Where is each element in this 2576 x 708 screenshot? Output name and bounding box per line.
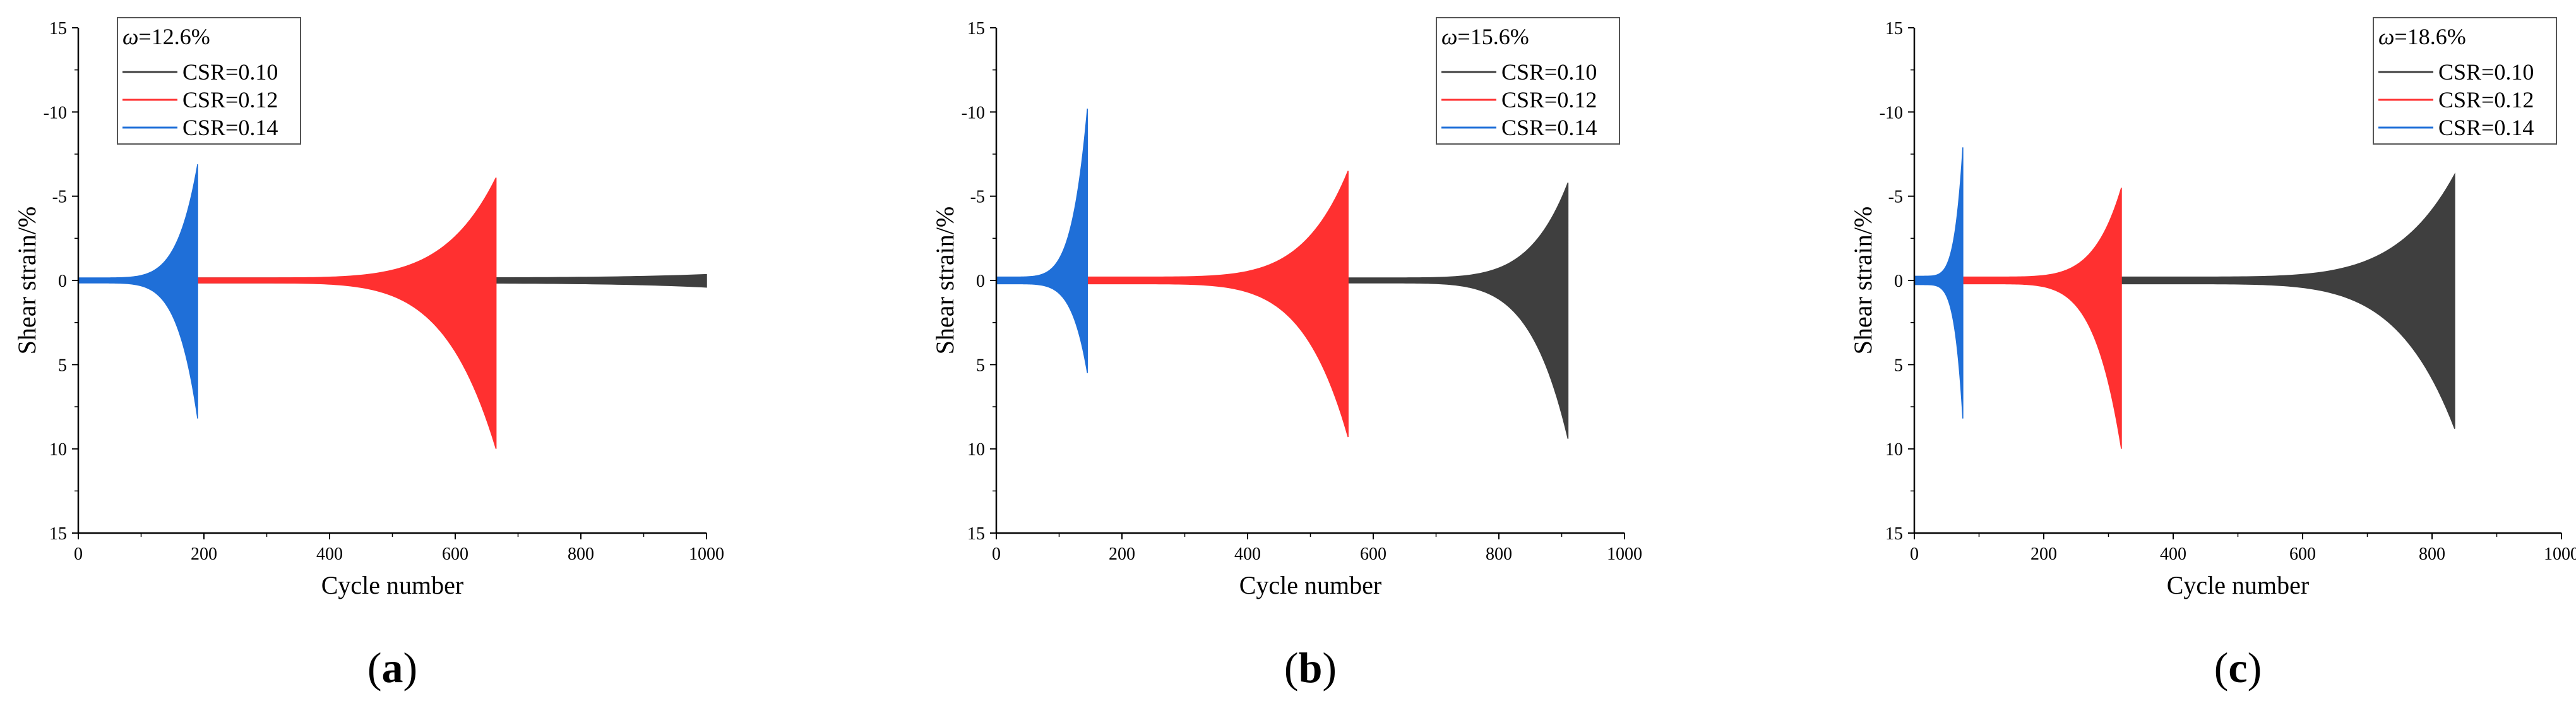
y-tick-label: -10 [1880,103,1903,123]
y-tick-label: 0 [58,272,67,291]
y-tick-label: -5 [1888,188,1903,207]
y-tick-label: 0 [1894,272,1903,291]
panel-label: (c) [2214,644,2262,692]
omega-annotation: ω=12.6% [122,24,210,49]
y-axis-title: Shear strain/% [13,207,41,354]
x-tick-label: 0 [1910,544,1919,564]
x-tick-label: 1000 [2544,544,2576,564]
legend-label: CSR=0.12 [1501,87,1597,112]
y-tick-label: 15 [1885,524,1903,544]
legend-label: CSR=0.12 [2438,87,2534,112]
legend-label: CSR=0.10 [1501,59,1597,85]
y-tick-label: 15 [967,524,985,544]
panel-label: (a) [367,644,417,692]
y-tick-label: -5 [970,188,985,207]
x-axis-title: Cycle number [2167,571,2310,599]
x-tick-label: 0 [992,544,1001,564]
y-tick-label: 15 [49,524,67,544]
omega-annotation: ω=18.6% [2378,24,2466,49]
chart-panel-b: 15 10 5 0 -5 -10 15 0 200 400 600 800 1000 Cycle numb… [931,17,1642,692]
y-axis-title: Shear strain/% [1849,207,1877,354]
y-tick-label: 5 [1894,356,1903,375]
series-band-csr-0-14 [1914,147,1964,419]
y-tick-label: 15 [1885,19,1903,39]
x-tick-label: 400 [316,544,343,564]
omega-value: =18.6% [2394,24,2466,49]
x-tick-label: 1000 [1607,544,1642,564]
x-tick-label: 200 [191,544,217,564]
y-tick-label: 5 [976,356,985,375]
y-tick-label: 15 [49,19,67,39]
omega-value: =12.6% [138,24,210,49]
x-axis-title: Cycle number [1239,571,1382,599]
y-tick-label: -10 [44,103,67,123]
legend-label: CSR=0.10 [2438,59,2534,85]
y-tick-label: -5 [52,188,67,207]
series-band-csr-0-12 [1087,171,1349,438]
x-tick-label: 400 [2160,544,2186,564]
y-axis-title: Shear strain/% [931,207,959,354]
x-tick-label: 0 [74,544,83,564]
y-tick-label: 10 [967,440,985,460]
legend-box [117,17,301,145]
omega-symbol: ω [1441,24,1457,49]
y-tick-label: 10 [49,440,67,460]
omega-annotation: ω=15.6% [1441,24,1529,49]
y-tick-label: 10 [1885,440,1903,460]
series-band-csr-0-12 [197,177,497,449]
chart-panel-a: 15 10 5 0 -5 -10 15 0 200 400 600 800 1000 Cycle numb… [13,17,724,692]
legend-label: CSR=0.10 [182,59,278,85]
x-axis-title: Cycle number [321,571,464,599]
omega-symbol: ω [122,24,138,49]
legend-label: CSR=0.14 [182,115,278,140]
x-tick-label: 200 [1109,544,1135,564]
x-tick-label: 400 [1234,544,1261,564]
series-band-csr-0-12 [1962,188,2122,449]
x-tick-label: 800 [568,544,594,564]
legend-label: CSR=0.12 [182,87,278,112]
y-tick-label: 15 [967,19,985,39]
series-band-csr-0-14 [78,164,198,419]
panel-label: (b) [1284,644,1337,692]
x-tick-label: 600 [1360,544,1386,564]
y-tick-label: -10 [962,103,985,123]
x-tick-label: 800 [2419,544,2445,564]
omega-value: =15.6% [1457,24,1529,49]
series-band-csr-0-10 [1347,183,1569,439]
x-tick-label: 800 [1486,544,1512,564]
omega-symbol: ω [2378,24,2394,49]
legend-label: CSR=0.14 [2438,115,2534,140]
x-tick-label: 200 [2030,544,2057,564]
y-tick-label: 5 [58,356,67,375]
legend-box [2373,17,2557,145]
y-tick-label: 0 [976,272,985,291]
legend-label: CSR=0.14 [1501,115,1597,140]
legend-box [1436,17,1620,145]
chart-panel-c: 15 10 5 0 -5 -10 15 0 200 400 600 800 1000 Cycle numb… [1849,17,2576,692]
series-band-csr-0-10 [2121,172,2455,429]
x-tick-label: 600 [442,544,468,564]
x-tick-label: 600 [2289,544,2316,564]
series-band-csr-0-14 [996,108,1088,373]
x-tick-label: 1000 [689,544,724,564]
